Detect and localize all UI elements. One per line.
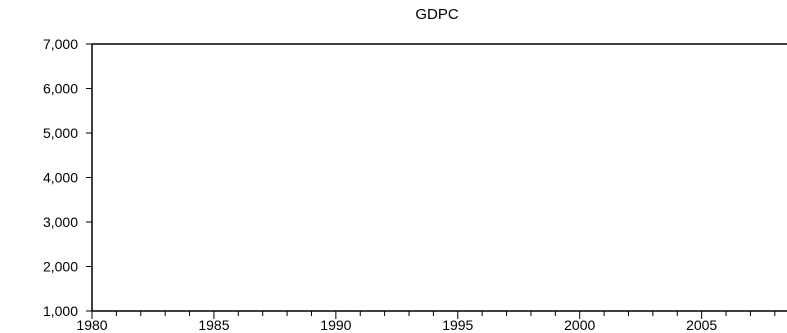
x-tick-label: 2005 <box>686 317 717 333</box>
x-tick-label: 1990 <box>320 317 351 333</box>
x-tick-label: 1985 <box>198 317 229 333</box>
x-tick-label: 2000 <box>564 317 595 333</box>
y-tick-label: 1,000 <box>43 303 78 319</box>
y-tick-label: 4,000 <box>43 170 78 186</box>
y-tick-label: 3,000 <box>43 214 78 230</box>
x-tick-label: 1980 <box>76 317 107 333</box>
y-tick-label: 6,000 <box>43 81 78 97</box>
chart-title: GDPC <box>415 6 459 23</box>
x-tick-label: 1995 <box>442 317 473 333</box>
y-tick-label: 5,000 <box>43 125 78 141</box>
x-axis-ticks: 1980 1985 1990 1995 2000 2005 <box>76 311 776 333</box>
y-axis-ticks: 1,000 2,000 3,000 4,000 5,000 6,000 7,000 <box>43 36 92 319</box>
y-tick-label: 7,000 <box>43 36 78 52</box>
y-tick-label: 2,000 <box>43 259 78 275</box>
